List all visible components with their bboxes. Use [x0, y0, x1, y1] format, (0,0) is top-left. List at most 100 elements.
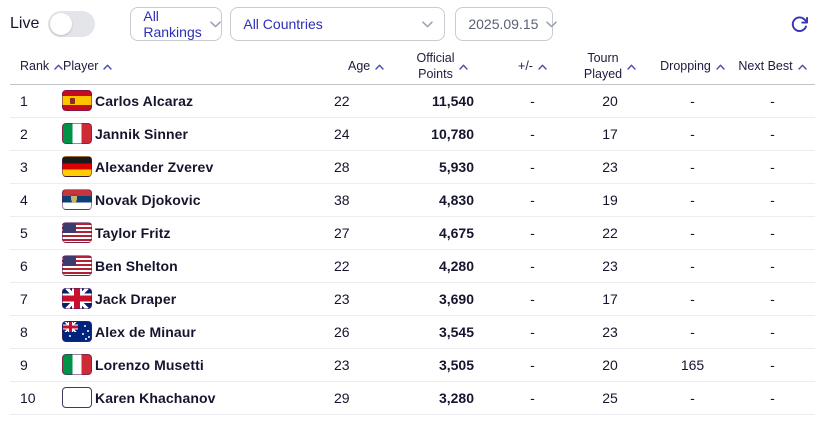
column-header-next-best[interactable]: Next Best — [730, 50, 815, 85]
dropping-cell: 165 — [655, 348, 730, 382]
plus-minus-cell: - — [500, 84, 565, 118]
plus-minus-cell: - — [500, 282, 565, 316]
age-cell: 22 — [320, 249, 385, 283]
column-header-rank[interactable]: Rank — [10, 50, 63, 85]
next-best-cell: - — [730, 381, 815, 415]
points-cell: 4,675 — [385, 216, 500, 250]
player-cell: Jannik Sinner — [62, 117, 320, 151]
column-header-tourn-played[interactable]: Tourn Played — [565, 50, 655, 85]
table-row: 4 Novak Djokovic 38 4,830 - 19 - - — [10, 183, 815, 217]
points-cell: 10,780 — [385, 117, 500, 151]
age-cell: 24 — [320, 117, 385, 151]
player-name[interactable]: Alexander Zverev — [95, 158, 214, 175]
player-name[interactable]: Novak Djokovic — [95, 191, 201, 208]
chevron-down-icon — [546, 20, 558, 27]
column-header-label: Age — [348, 58, 371, 73]
points-cell: 4,830 — [385, 183, 500, 217]
column-header-player[interactable]: Player — [62, 50, 320, 85]
flag-icon — [62, 123, 92, 144]
tourn-played-cell: 23 — [565, 249, 655, 283]
table-row: 7 Jack Draper 23 3,690 - 17 - - — [10, 282, 815, 316]
dropping-cell: - — [655, 183, 730, 217]
points-cell: 3,280 — [385, 381, 500, 415]
rank-cell: 9 — [10, 348, 62, 382]
flag-icon — [62, 387, 92, 408]
sort-ascending-icon — [103, 64, 113, 70]
dropping-cell: - — [655, 381, 730, 415]
chevron-down-icon — [422, 20, 434, 27]
column-header-label: Rank — [20, 58, 50, 73]
plus-minus-cell: - — [500, 315, 565, 349]
player-cell: Lorenzo Musetti — [62, 348, 320, 382]
next-best-cell: - — [730, 348, 815, 382]
column-header-dropping[interactable]: Dropping — [655, 50, 730, 85]
sort-ascending-icon — [375, 64, 384, 70]
age-cell: 29 — [320, 381, 385, 415]
column-header-label: +/- — [518, 58, 533, 73]
player-cell: Jack Draper — [62, 282, 320, 316]
tourn-played-cell: 25 — [565, 381, 655, 415]
tourn-played-cell: 23 — [565, 315, 655, 349]
dropping-cell: - — [655, 150, 730, 184]
age-cell: 23 — [320, 348, 385, 382]
table-row: 1 Carlos Alcaraz 22 11,540 - 20 - - — [10, 84, 815, 118]
player-name[interactable]: Jack Draper — [95, 290, 177, 307]
rank-cell: 6 — [10, 249, 62, 283]
date-dropdown[interactable]: 2025.09.15 — [455, 7, 558, 41]
table-row: 9 Lorenzo Musetti 23 3,505 - 20 165 - — [10, 348, 815, 382]
player-cell: Alex de Minaur — [62, 315, 320, 349]
points-cell: 5,930 — [385, 150, 500, 184]
player-name[interactable]: Taylor Fritz — [95, 224, 171, 241]
table-row: 5 Taylor Fritz 27 4,675 - 22 - - — [10, 216, 815, 250]
tourn-played-cell: 19 — [565, 183, 655, 217]
tourn-played-cell: 23 — [565, 150, 655, 184]
player-name[interactable]: Carlos Alcaraz — [95, 92, 194, 109]
sort-ascending-icon — [797, 64, 807, 70]
next-best-cell: - — [730, 117, 815, 151]
rankings-dropdown-value: All Rankings — [143, 8, 202, 40]
rank-cell: 3 — [10, 150, 62, 184]
next-best-cell: - — [730, 84, 815, 118]
age-cell: 23 — [320, 282, 385, 316]
tourn-played-cell: 20 — [565, 348, 655, 382]
table-row: 6 Ben Shelton 22 4,280 - 23 - - — [10, 249, 815, 283]
player-name[interactable]: Alex de Minaur — [95, 323, 196, 340]
flag-icon — [62, 222, 92, 243]
countries-dropdown[interactable]: All Countries — [230, 7, 446, 41]
tourn-played-cell: 17 — [565, 282, 655, 316]
next-best-cell: - — [730, 216, 815, 250]
player-cell: Alexander Zverev — [62, 150, 320, 184]
dropping-cell: - — [655, 315, 730, 349]
table-row: 2 Jannik Sinner 24 10,780 - 17 - - — [10, 117, 815, 151]
flag-icon — [62, 189, 92, 210]
next-best-cell: - — [730, 249, 815, 283]
column-header-plus-minus[interactable]: +/- — [500, 50, 565, 85]
live-toggle[interactable] — [48, 11, 96, 37]
rank-cell: 8 — [10, 315, 62, 349]
rank-cell: 4 — [10, 183, 62, 217]
points-cell: 3,505 — [385, 348, 500, 382]
rankings-table: Rank Player Age Official Points +/- Tour… — [10, 50, 815, 415]
rank-cell: 1 — [10, 84, 62, 118]
player-name[interactable]: Ben Shelton — [95, 257, 178, 274]
tourn-played-cell: 20 — [565, 84, 655, 118]
player-name[interactable]: Jannik Sinner — [95, 125, 189, 142]
sort-ascending-icon — [627, 64, 636, 70]
rankings-dropdown[interactable]: All Rankings — [130, 7, 223, 41]
column-header-label: Tourn Played — [583, 51, 623, 81]
points-cell: 4,280 — [385, 249, 500, 283]
plus-minus-cell: - — [500, 150, 565, 184]
plus-minus-cell: - — [500, 381, 565, 415]
refresh-button[interactable] — [786, 11, 812, 37]
dropping-cell: - — [655, 282, 730, 316]
rank-cell: 5 — [10, 216, 62, 250]
column-header-age[interactable]: Age — [320, 50, 385, 85]
plus-minus-cell: - — [500, 348, 565, 382]
flag-icon — [62, 255, 92, 276]
table-header-row: Rank Player Age Official Points +/- Tour… — [10, 50, 815, 85]
column-header-official-points[interactable]: Official Points — [385, 50, 500, 85]
points-cell: 3,545 — [385, 315, 500, 349]
player-name[interactable]: Lorenzo Musetti — [95, 356, 204, 373]
player-name[interactable]: Karen Khachanov — [95, 389, 216, 406]
flag-icon — [62, 288, 92, 309]
